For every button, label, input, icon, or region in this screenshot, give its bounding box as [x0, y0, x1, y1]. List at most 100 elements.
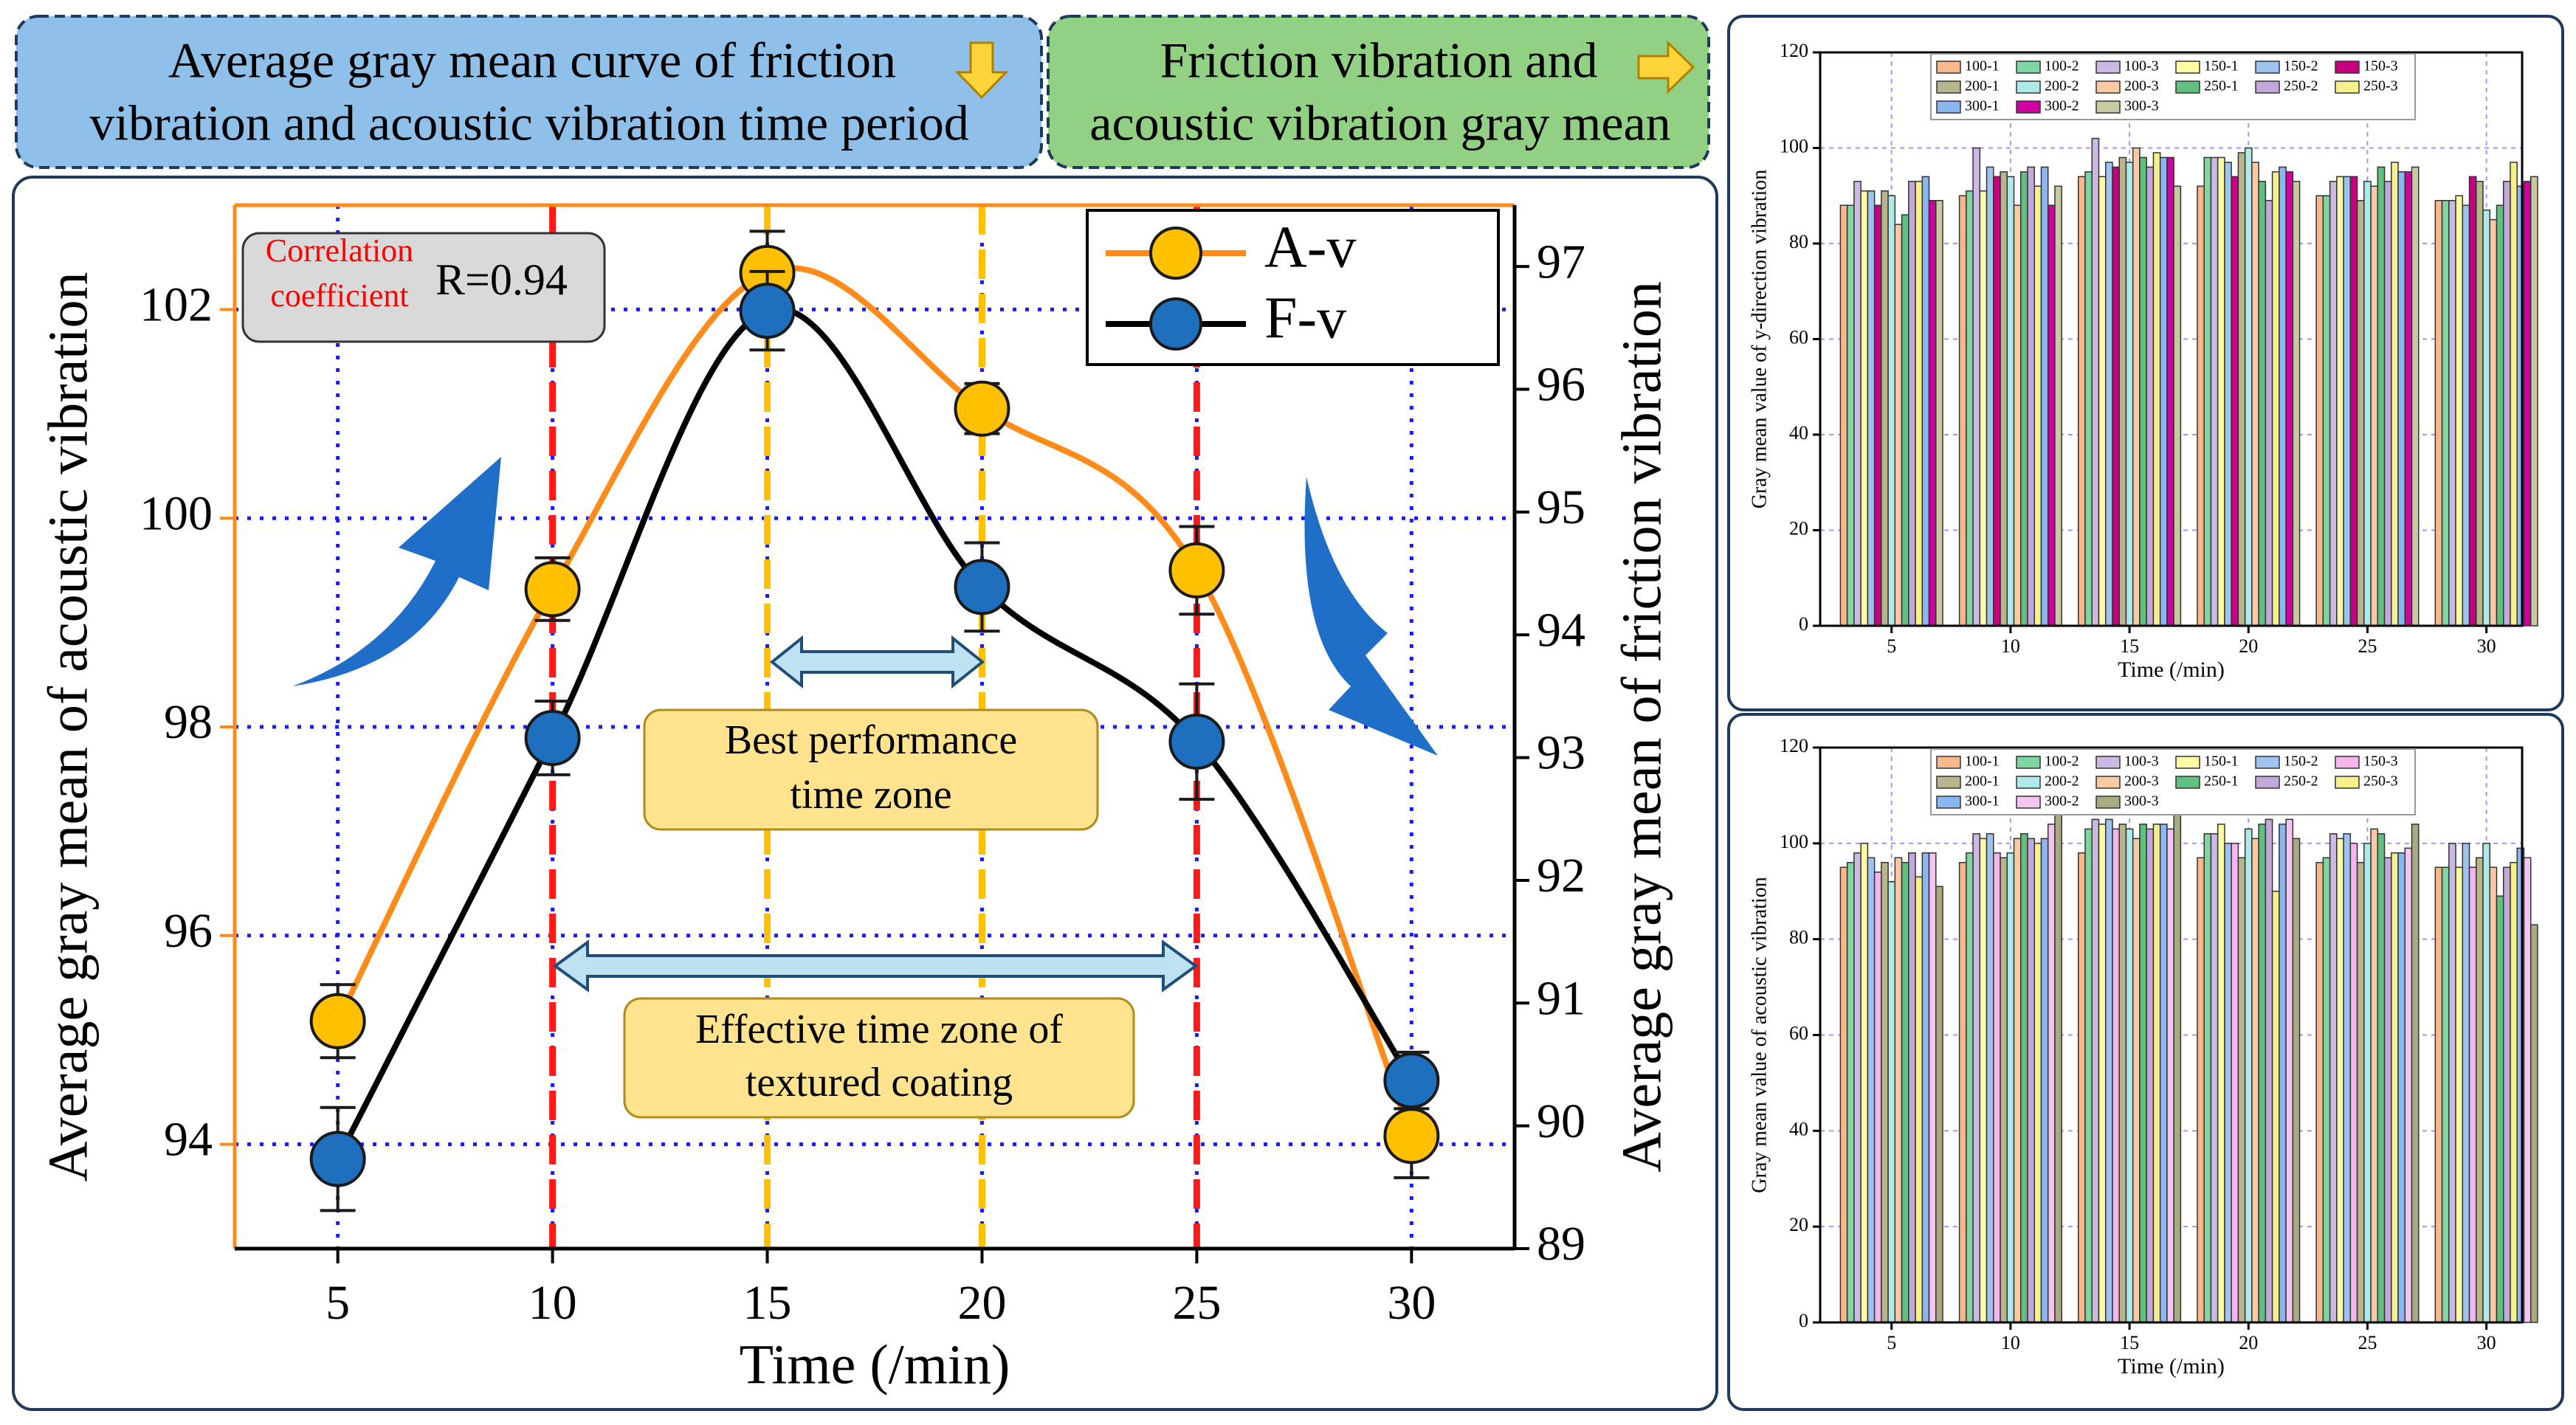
header-text: acoustic vibration gray mean — [1089, 95, 1670, 151]
bar — [2020, 833, 2028, 1323]
trend-arrow — [1304, 477, 1438, 756]
y-tick-label: 96 — [164, 904, 213, 958]
bar — [1846, 204, 1855, 627]
bar — [2315, 862, 2324, 1323]
bar — [2322, 195, 2331, 627]
legend-swatch — [2335, 61, 2360, 74]
legend-swatch — [2016, 776, 2041, 789]
bar — [2139, 824, 2147, 1323]
bar — [1839, 866, 1848, 1323]
bar — [2404, 847, 2413, 1323]
x-tick-label: 25 — [2358, 1332, 2377, 1353]
bar — [1860, 843, 1869, 1323]
legend-swatch — [1936, 100, 1961, 114]
bar — [2434, 199, 2443, 627]
bar — [2000, 857, 2008, 1323]
bar — [2224, 843, 2232, 1323]
range-arrow — [552, 939, 1199, 993]
y-tick-label: 80 — [1789, 231, 1808, 252]
legend-swatch — [2255, 61, 2280, 74]
bar — [1901, 214, 1909, 627]
bar — [2054, 809, 2062, 1323]
bar — [2336, 838, 2344, 1323]
legend-label: 200-2 — [2045, 773, 2079, 790]
bar — [2197, 857, 2205, 1323]
legend-label: 100-1 — [1965, 753, 2000, 770]
x-axis-label: Time (/min) — [2118, 1354, 2225, 1379]
x-tick-label: 15 — [2120, 635, 2139, 657]
legend-label: 150-2 — [2284, 58, 2318, 75]
y-tick-label: 100 — [1780, 135, 1808, 156]
bar — [2496, 895, 2504, 1323]
marker — [1383, 1052, 1440, 1109]
bar — [2047, 824, 2056, 1323]
bar — [2006, 852, 2015, 1323]
bar — [2468, 176, 2477, 627]
legend-label: 150-2 — [2284, 753, 2318, 770]
bar — [2166, 156, 2174, 627]
bar — [2231, 843, 2239, 1323]
y-tick-label: 120 — [1780, 40, 1808, 61]
bar — [2529, 924, 2538, 1323]
bar — [2482, 209, 2491, 627]
legend-label: 250-1 — [2204, 78, 2239, 94]
legend-label: 150-1 — [2204, 753, 2239, 770]
annotation-text: time zone — [790, 772, 951, 818]
bar — [2434, 866, 2443, 1323]
x-tick-label: 10 — [2001, 635, 2020, 657]
marker — [1383, 1108, 1440, 1165]
bar — [2054, 185, 2062, 627]
legend-swatch — [2016, 100, 2041, 114]
y-tick-label: 100 — [140, 486, 213, 540]
x-tick-label: 30 — [2477, 1332, 2496, 1353]
legend-swatch — [2255, 756, 2280, 769]
legend-marker — [1149, 227, 1202, 280]
bar — [2258, 181, 2267, 627]
marker — [1168, 713, 1225, 770]
bar — [1928, 199, 1937, 627]
bar — [1928, 852, 1937, 1323]
legend-marker — [1149, 297, 1202, 351]
annotation-text: Best performance — [725, 717, 1017, 763]
bar — [2285, 171, 2294, 627]
legend-label: 250-2 — [2284, 78, 2318, 94]
bar — [2404, 171, 2413, 627]
bar — [2159, 824, 2168, 1323]
bar — [2006, 176, 2015, 627]
legend-label: 200-3 — [2124, 773, 2159, 790]
legend-label: 250-3 — [2363, 78, 2398, 94]
legend-label: 100-3 — [2124, 58, 2159, 75]
legend-label: A-v — [1264, 215, 1356, 280]
legend-swatch — [2175, 61, 2200, 74]
y2-tick-label: 96 — [1537, 358, 1585, 412]
annotation-text: textured coating — [745, 1060, 1013, 1105]
bar — [1935, 199, 1943, 627]
bar — [1915, 181, 1924, 627]
marker — [954, 380, 1010, 437]
bar — [2482, 843, 2491, 1323]
bar — [2027, 166, 2035, 627]
marker — [524, 561, 581, 618]
y-tick-label: 0 — [1799, 1310, 1808, 1331]
marker — [309, 993, 366, 1049]
annotation-text: R=0.94 — [435, 255, 568, 304]
x-tick-label: 5 — [326, 1276, 350, 1330]
legend-label: 150-3 — [2363, 58, 2398, 75]
trend-arrow — [292, 457, 501, 686]
legend-label: 300-2 — [2045, 793, 2079, 810]
bar — [2173, 809, 2182, 1323]
bar — [2027, 838, 2035, 1323]
bar — [2132, 147, 2141, 627]
bar — [2271, 891, 2280, 1323]
bar — [2523, 181, 2532, 627]
bar — [2391, 162, 2399, 627]
bar — [2455, 195, 2464, 627]
x-tick-label: 20 — [2239, 1332, 2258, 1353]
x-tick-label: 5 — [1887, 635, 1896, 657]
bar — [2098, 176, 2107, 627]
arrow-icon — [954, 41, 1009, 100]
bar — [1986, 166, 1994, 627]
bar — [2033, 185, 2042, 627]
y2-axis-label: Average gray mean of friction vibration — [1611, 281, 1673, 1173]
y-tick-label: 60 — [1789, 326, 1808, 348]
